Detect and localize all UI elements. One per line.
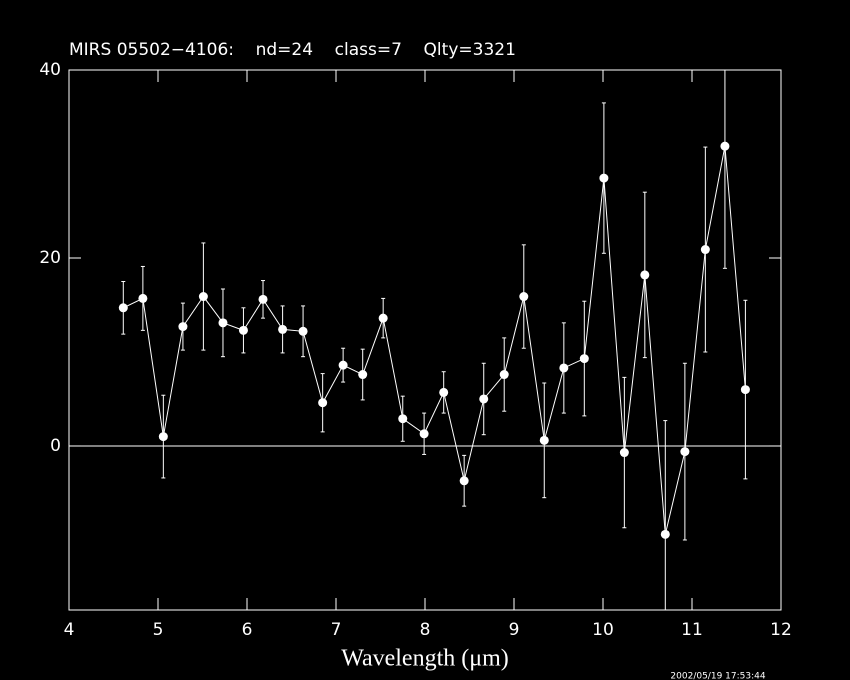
data-point (459, 476, 469, 486)
data-point (579, 354, 589, 364)
data-point (318, 398, 328, 408)
data-point (479, 394, 489, 404)
data-point (178, 322, 188, 332)
x-axis-label: Wavelength (μm) (341, 646, 509, 672)
data-point (720, 141, 730, 151)
data-point (138, 293, 148, 303)
data-point (439, 387, 449, 397)
data-point (298, 326, 308, 336)
data-point (640, 270, 650, 280)
y-tick-label: 20 (39, 248, 61, 268)
data-point (419, 429, 429, 439)
data-point (398, 414, 408, 424)
data-point (700, 245, 710, 255)
data-point (198, 292, 208, 302)
data-point (619, 448, 629, 458)
plot-frame (68, 69, 782, 611)
chart-title: MIRS 05502−4106: nd=24 class=7 Qlty=3321 (69, 40, 516, 60)
x-tick-label: 4 (64, 620, 75, 640)
data-point (378, 313, 388, 323)
data-point (740, 385, 750, 395)
x-tick-label: 5 (153, 620, 164, 640)
y-tick-label: 40 (39, 60, 61, 80)
data-point (539, 435, 549, 445)
data-point (680, 447, 690, 457)
data-point (218, 318, 228, 328)
data-point (118, 303, 128, 313)
plot-area (118, 70, 750, 610)
x-tick-label: 9 (509, 620, 520, 640)
data-point (499, 370, 509, 380)
x-tick-label: 6 (242, 620, 253, 640)
x-tick-label: 11 (681, 620, 703, 640)
data-point (158, 432, 168, 442)
x-tick-label: 8 (420, 620, 431, 640)
data-point (258, 294, 268, 304)
x-tick-label: 7 (331, 620, 342, 640)
data-point (559, 363, 569, 373)
data-point (338, 360, 348, 370)
data-point (519, 292, 529, 302)
timestamp: 2002/05/19 17:53:44 (670, 672, 765, 680)
data-point (278, 324, 288, 334)
y-tick-label: 0 (50, 436, 61, 456)
data-point (660, 529, 670, 539)
data-point (599, 173, 609, 183)
data-line (123, 146, 746, 535)
x-tick-label: 10 (592, 620, 614, 640)
data-point (238, 325, 248, 335)
data-point (358, 370, 368, 380)
x-tick-label: 12 (770, 620, 792, 640)
